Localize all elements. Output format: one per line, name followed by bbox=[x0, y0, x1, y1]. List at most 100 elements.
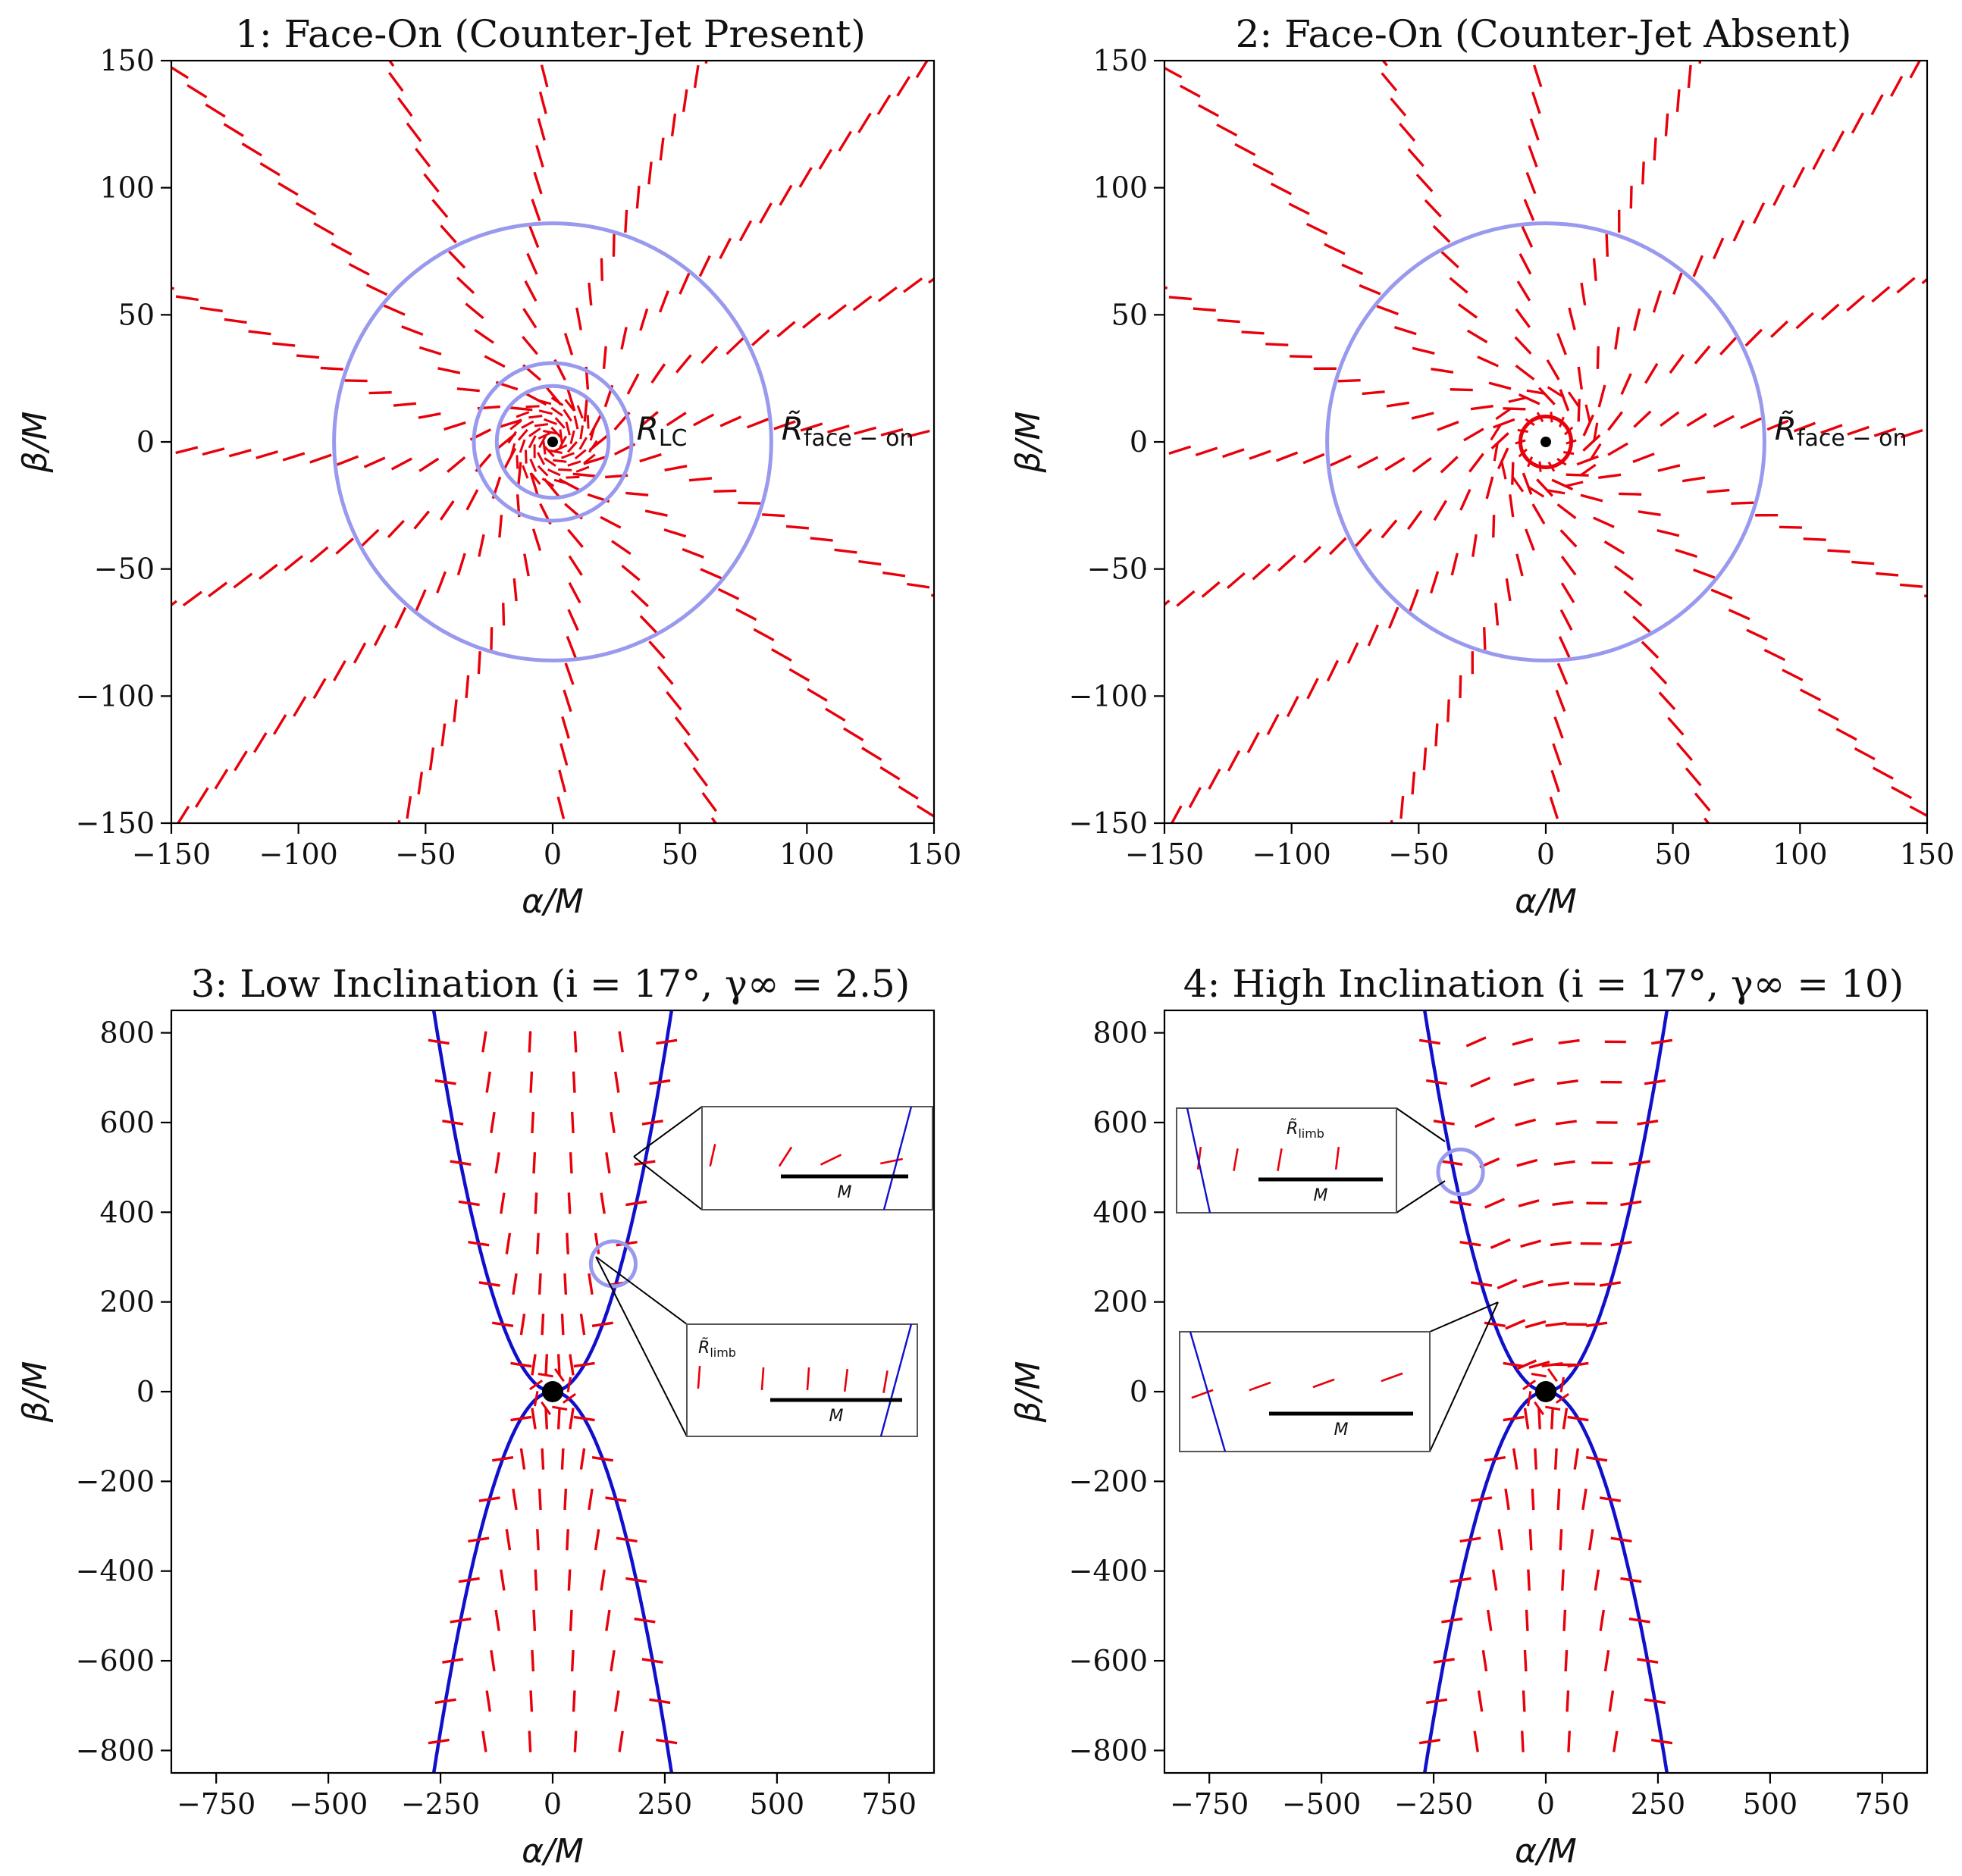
zoom-inset: M R̃limb bbox=[595, 1256, 918, 1437]
polarization-tick bbox=[1740, 417, 1762, 430]
polarization-tick bbox=[1459, 1240, 1481, 1247]
polarization-tick bbox=[537, 452, 546, 465]
polarization-tick bbox=[558, 769, 567, 793]
polarization-tick bbox=[1216, 123, 1238, 137]
polarization-tick bbox=[393, 402, 417, 407]
polarization-tick bbox=[503, 447, 517, 469]
panel-4-data bbox=[1418, 1010, 1673, 1773]
polarization-tick bbox=[512, 578, 518, 602]
polarization-tick bbox=[510, 1361, 532, 1368]
polarization-tick bbox=[1772, 184, 1785, 206]
polarization-tick bbox=[509, 419, 522, 431]
polarization-tick bbox=[635, 185, 641, 209]
polarization-tick bbox=[533, 171, 543, 195]
polarization-tick bbox=[1746, 628, 1768, 641]
x-axis-label: α/M bbox=[522, 882, 584, 921]
polarization-tick bbox=[605, 1152, 611, 1174]
inset-label-symbol: R̃ bbox=[698, 1338, 710, 1358]
polarization-tick bbox=[468, 1536, 490, 1543]
boundary-circle bbox=[1325, 221, 1766, 662]
polarization-tick bbox=[612, 233, 616, 257]
inset-polarization-tick bbox=[882, 1370, 889, 1394]
polarization-tick bbox=[569, 1609, 573, 1631]
polarization-tick bbox=[1488, 381, 1512, 390]
polarization-tick bbox=[1890, 75, 1904, 97]
polarization-tick bbox=[988, 434, 1010, 440]
polarization-tick bbox=[1851, 560, 1875, 565]
polarization-tick bbox=[698, 255, 711, 277]
inset-boundary bbox=[879, 1323, 913, 1437]
polarization-tick bbox=[1519, 253, 1532, 275]
polarization-tick bbox=[394, 606, 407, 629]
polarization-tick bbox=[611, 540, 632, 556]
polarization-tick bbox=[1486, 1609, 1493, 1631]
panel-2-axes: −150 −100 −50 0 50 100 150 −150 −100 −50 0 50 100 150… bbox=[1009, 44, 1954, 921]
x-tick-label: −150 bbox=[132, 838, 211, 871]
polarization-tick bbox=[1628, 1618, 1650, 1624]
boundary-circle bbox=[494, 384, 611, 500]
polarization-tick bbox=[1005, 628, 1027, 631]
polarization-tick bbox=[1954, 433, 1962, 440]
polarization-tick bbox=[525, 393, 547, 406]
polarization-tick bbox=[1376, 305, 1399, 315]
polarization-tick bbox=[1511, 462, 1515, 485]
polarization-tick bbox=[1504, 1488, 1510, 1511]
y-tick-label: 50 bbox=[1111, 298, 1148, 331]
polarization-tick bbox=[553, 1368, 565, 1383]
polarization-tick bbox=[478, 534, 485, 557]
polarization-tick bbox=[1582, 414, 1595, 437]
polarization-tick bbox=[735, 608, 757, 622]
polarization-tick bbox=[69, 443, 91, 449]
polarization-tick bbox=[1556, 503, 1577, 519]
polarization-tick bbox=[713, 489, 737, 493]
polarization-tick bbox=[785, 525, 810, 530]
polarization-tick bbox=[663, 528, 687, 538]
polarization-tick bbox=[1799, 688, 1822, 702]
polarization-tick bbox=[531, 1354, 537, 1376]
polarization-tick bbox=[437, 367, 461, 374]
polarization-tick bbox=[415, 589, 427, 612]
polarization-tick bbox=[776, 321, 796, 338]
polarization-tick bbox=[1537, 387, 1556, 406]
polarization-tick bbox=[208, 581, 228, 598]
inset-polarization-tick bbox=[697, 1365, 701, 1389]
polarization-tick bbox=[1367, 624, 1379, 647]
polarization-tick bbox=[1559, 609, 1573, 631]
polarization-tick bbox=[1763, 648, 1786, 662]
polarization-tick bbox=[1537, 0, 1544, 7]
polarization-tick bbox=[1525, 1320, 1547, 1329]
polarization-tick bbox=[1226, 572, 1246, 590]
polarization-tick bbox=[649, 1698, 671, 1705]
polarization-tick bbox=[1638, 510, 1661, 516]
inset-connector bbox=[633, 1106, 703, 1157]
polarization-tick bbox=[1511, 476, 1525, 493]
x-tick-label: 0 bbox=[1537, 1787, 1555, 1821]
polarization-tick bbox=[1078, 660, 1101, 664]
polarization-tick bbox=[1607, 442, 1628, 456]
polarization-tick bbox=[1632, 615, 1651, 633]
polarization-tick bbox=[1490, 432, 1509, 450]
annotation-symbol: R̃ bbox=[1775, 410, 1797, 448]
polarization-tick bbox=[1534, 1448, 1537, 1470]
y-tick-label: −600 bbox=[1069, 1644, 1148, 1677]
polarization-tick bbox=[1556, 1488, 1561, 1511]
y-tick-label: 100 bbox=[1092, 171, 1148, 205]
polarization-tick bbox=[1603, 540, 1625, 555]
x-tick-label: −100 bbox=[259, 838, 337, 871]
x-tick-label: 150 bbox=[1900, 838, 1955, 871]
polarization-tick bbox=[657, 666, 674, 685]
polarization-tick bbox=[1531, 1488, 1535, 1511]
y-tick-label: 800 bbox=[1092, 1016, 1148, 1050]
polarization-tick bbox=[566, 1376, 572, 1392]
y-axis-label: β/M bbox=[16, 412, 55, 474]
polarization-tick bbox=[810, 537, 833, 542]
polarization-tick bbox=[1346, 642, 1359, 664]
polarization-tick bbox=[1929, 39, 1940, 59]
polarization-tick bbox=[540, 64, 549, 88]
polarization-tick bbox=[1664, 113, 1669, 136]
polarization-tick bbox=[528, 1031, 532, 1053]
polarization-tick bbox=[1357, 894, 1359, 916]
zoom-inset: M R̃limb bbox=[1176, 1107, 1446, 1214]
polarization-tick bbox=[1528, 145, 1538, 168]
polarization-tick bbox=[1497, 447, 1509, 470]
